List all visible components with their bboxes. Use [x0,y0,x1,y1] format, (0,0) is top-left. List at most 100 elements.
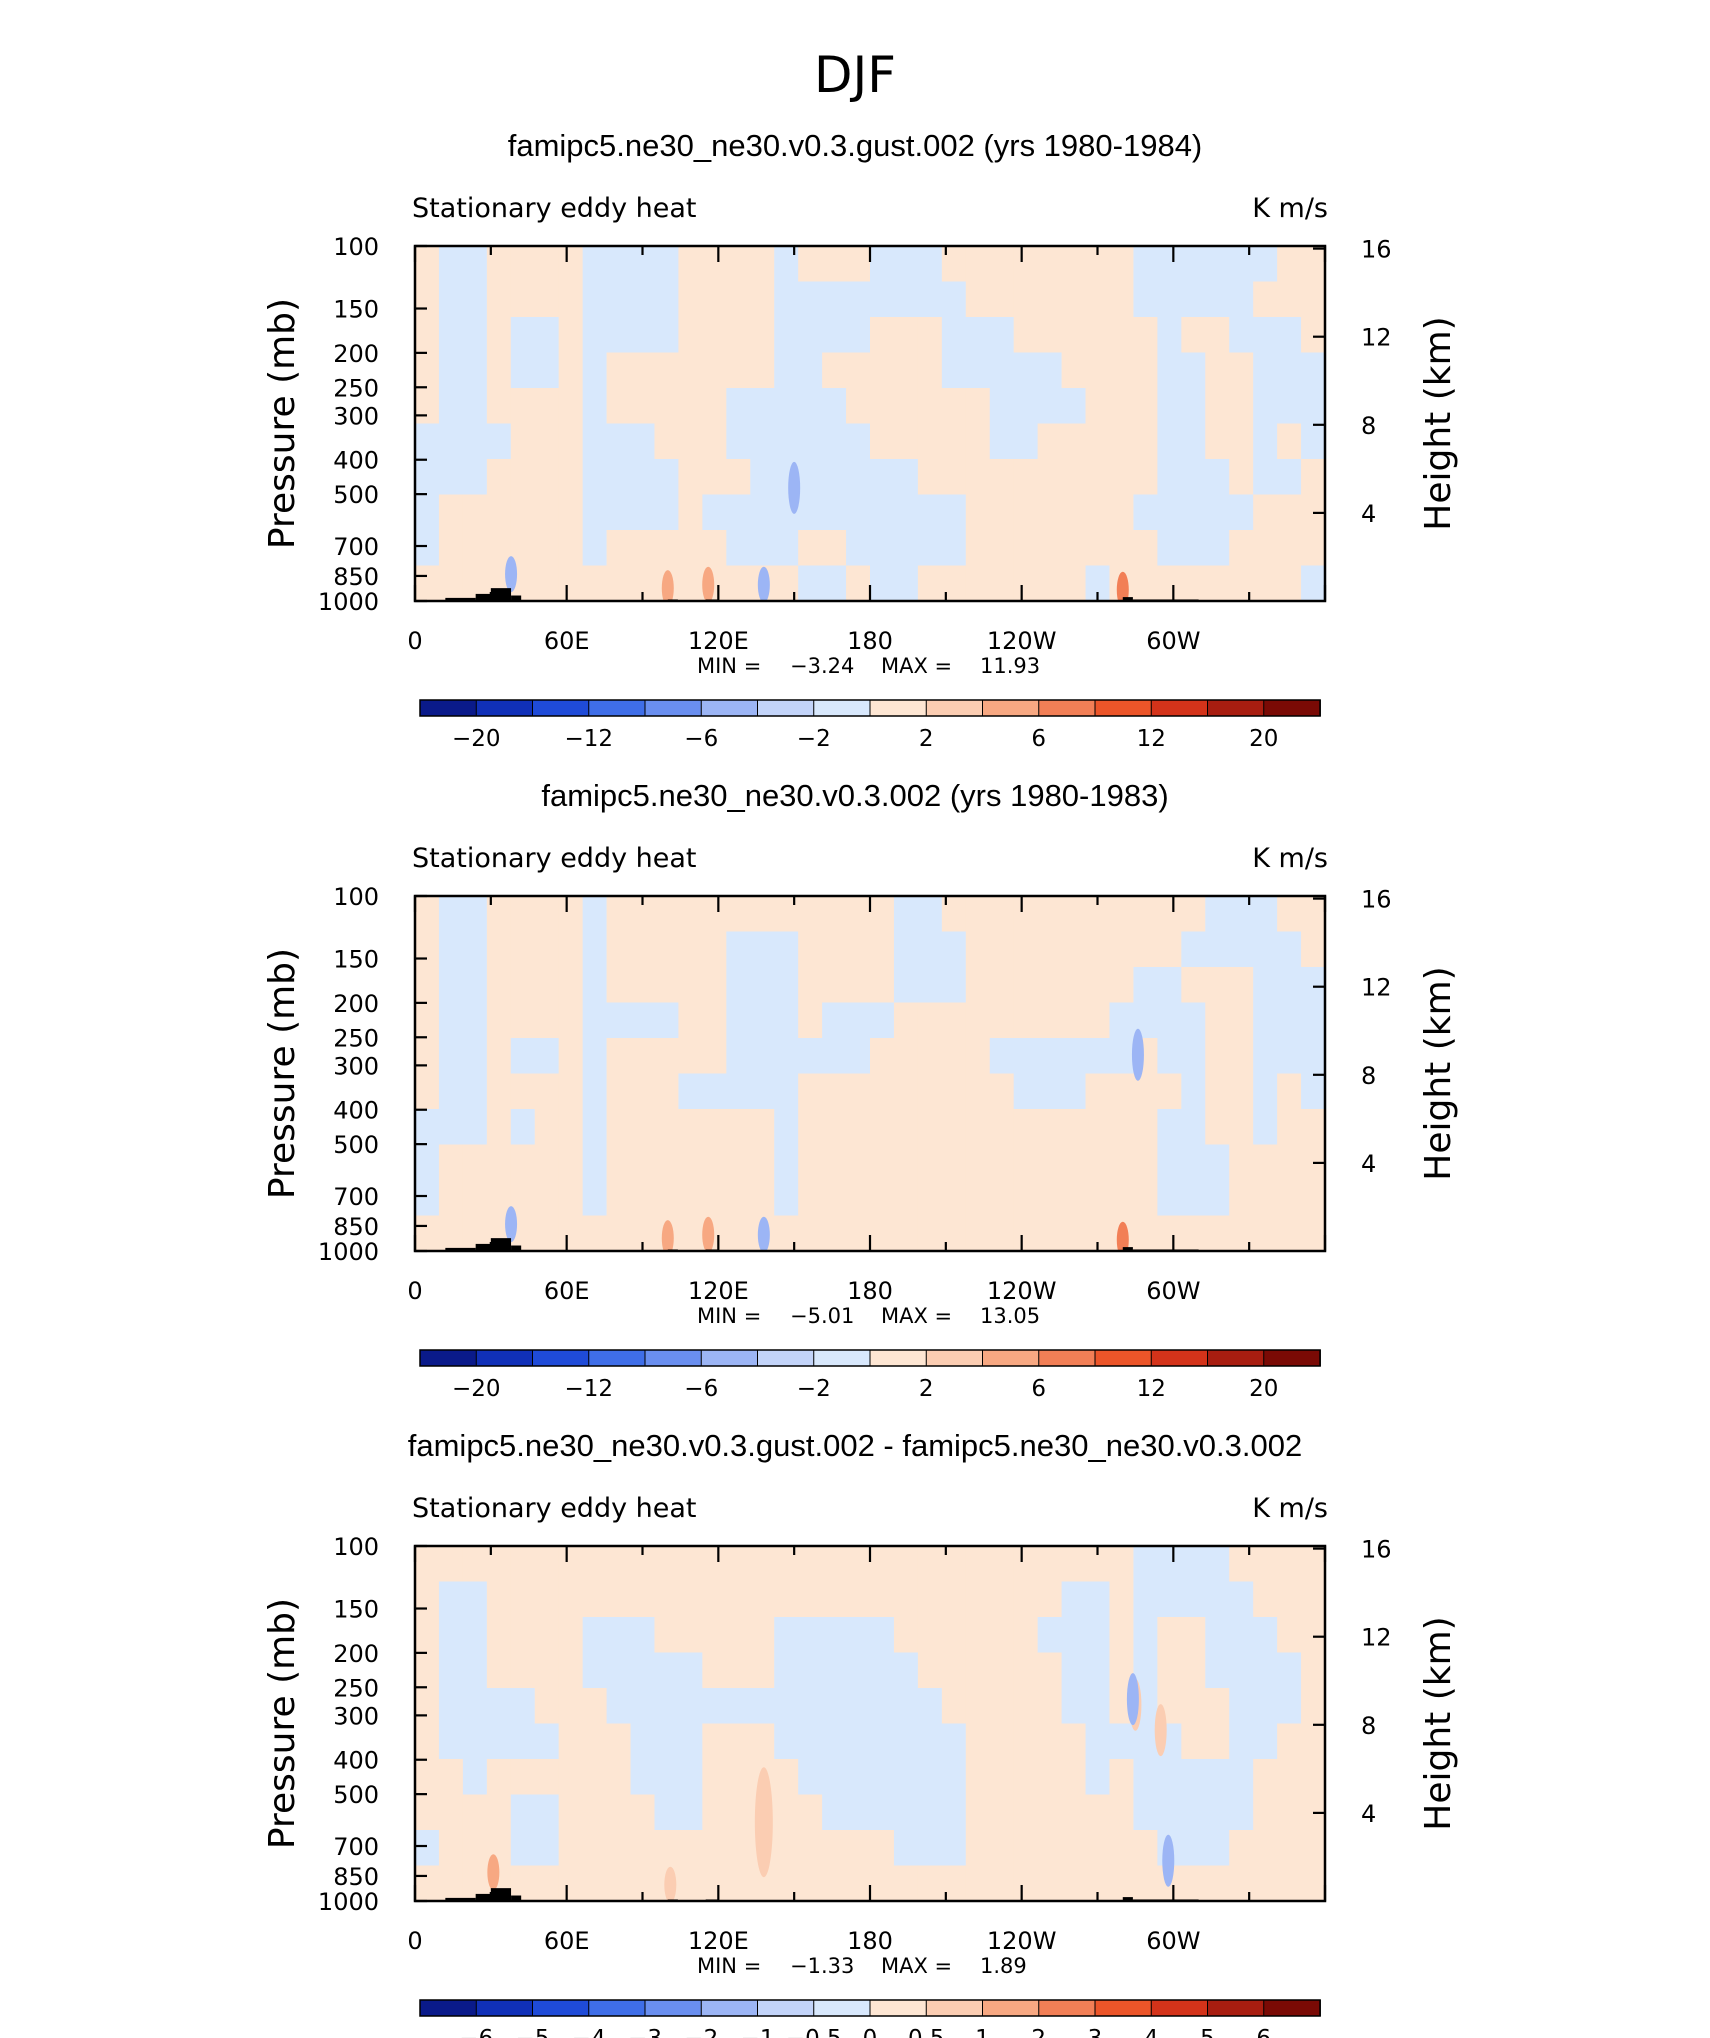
field-cell [1109,896,1135,933]
field-cell [965,1723,991,1760]
field-cell [534,1759,560,1796]
field-cell [1157,1073,1182,1110]
field-cell [462,1759,488,1796]
field-cell [415,1865,440,1901]
field-cell [1037,317,1063,354]
field-cell [1301,1830,1325,1867]
field-cell [1085,1617,1111,1654]
field-cell [870,1652,895,1689]
field-cell [1085,388,1111,425]
field-cell [582,1688,608,1725]
field-cell [1277,1865,1302,1901]
field-cell [415,1794,440,1831]
field-cell [1205,1073,1230,1110]
field-cell [941,1038,967,1075]
colorbar-frame [419,1349,1321,1367]
field-cell [1181,246,1206,283]
panel-title: famipc5.ne30_ne30.v0.3.gust.002 (yrs 198… [508,128,1203,163]
colorbar-swatch [475,1349,534,1367]
field-cell [678,1830,703,1867]
field-cell [774,388,799,425]
field-cell [917,1581,943,1618]
field-cell [1037,1038,1063,1075]
field-cell [750,352,775,389]
field-cell [1037,246,1063,283]
field-cell [1205,1581,1230,1618]
field-cell [558,388,584,425]
colorbar-swatch [1038,1999,1096,2017]
field-cell [1157,1617,1182,1654]
field-cell [1133,1109,1158,1146]
field-cell [870,1109,895,1146]
field-cell [654,281,680,318]
field-cell [750,530,775,567]
field-cell [1229,1581,1254,1618]
x-tick-label: 120W [987,1277,1057,1305]
field-cell [558,423,584,460]
field-cell [726,1180,751,1217]
field-cell [870,1794,895,1831]
field-cell [1253,530,1278,567]
colorbar-swatch [1207,1999,1265,2017]
field-cell [1157,1546,1182,1583]
colorbar-label: −2 [797,726,831,752]
field-cell [1253,246,1278,283]
field-cell [965,1546,991,1583]
field-cell [486,1759,512,1796]
field-cell [1229,1652,1254,1689]
field-cell [1061,1617,1087,1654]
field-cell [989,423,1015,460]
field-cell [798,565,823,601]
field-cell [702,246,727,283]
topography-bar [475,1243,491,1251]
field-cell [941,494,967,531]
field-cell [774,1073,799,1110]
field-cell [702,281,727,318]
topography-bar [445,597,476,601]
colorbar-label: −2 [797,1376,831,1402]
field-cell [582,1109,608,1146]
field-cell [510,967,536,1004]
field-cell [534,1688,560,1725]
colorbar-label: 20 [1249,1376,1278,1402]
field-cell [989,1546,1015,1583]
field-cell [822,1144,847,1181]
field-cell [606,281,632,318]
field-cell [438,1002,464,1039]
field-cell [1253,1109,1278,1146]
field-cell [846,281,871,318]
field-cell [1109,423,1135,460]
topography-bar [475,593,491,601]
field-cell [846,1109,871,1146]
field-cell [750,1109,775,1146]
field-cell [846,1830,871,1867]
field-cell [726,281,751,318]
field-cell [846,530,871,567]
field-cell [630,317,656,354]
field-cell [1181,1652,1206,1689]
y-tick-label: 500 [333,481,379,509]
field-cell [582,423,608,460]
colorbar-label: 2 [919,726,934,752]
field-cell [750,967,775,1004]
field-cell [1037,1617,1063,1654]
field-cell [678,459,703,496]
y-tick-label: 400 [333,447,379,475]
field-cell [965,459,991,496]
field-cell [654,1002,680,1039]
field-cell [654,967,680,1004]
field-cell [1205,494,1230,531]
field-cell [415,1723,440,1760]
field-cell [870,459,895,496]
field-cell [1037,1073,1063,1110]
field-cell [1013,281,1039,318]
field-cell [1061,1073,1087,1110]
field-cell [917,246,943,283]
field-cell [750,281,775,318]
field-cell [1037,1759,1063,1796]
field-cell [893,1180,919,1217]
field-cell [846,1144,871,1181]
field-cell [462,1581,488,1618]
colorbar-swatch [419,1999,478,2017]
field-cell [1109,530,1135,567]
